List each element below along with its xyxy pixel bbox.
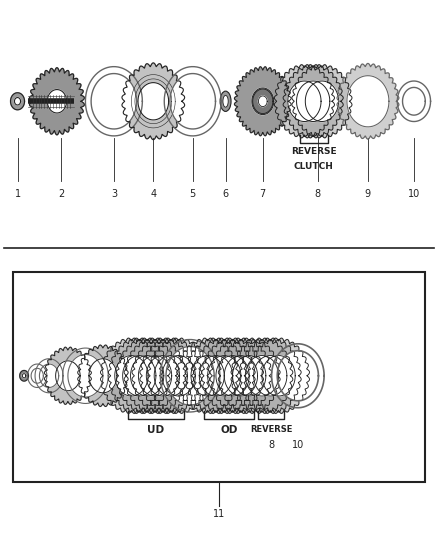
Polygon shape xyxy=(193,338,255,414)
Polygon shape xyxy=(403,87,425,115)
Polygon shape xyxy=(148,338,210,414)
Text: OD: OD xyxy=(221,425,238,435)
Polygon shape xyxy=(253,89,273,114)
Text: CLUTCH: CLUTCH xyxy=(294,162,334,171)
Text: UD: UD xyxy=(147,425,165,435)
Polygon shape xyxy=(216,356,249,396)
Text: 8: 8 xyxy=(268,440,274,450)
Polygon shape xyxy=(14,98,21,105)
Polygon shape xyxy=(210,338,272,414)
Polygon shape xyxy=(91,74,137,129)
Polygon shape xyxy=(233,356,266,396)
Polygon shape xyxy=(154,356,187,396)
Text: 5: 5 xyxy=(190,189,196,199)
Polygon shape xyxy=(108,338,170,414)
Polygon shape xyxy=(89,359,117,393)
Text: 7: 7 xyxy=(260,189,266,199)
Polygon shape xyxy=(115,356,148,396)
Polygon shape xyxy=(201,338,264,414)
Text: REVERSE: REVERSE xyxy=(291,147,337,156)
Polygon shape xyxy=(170,74,215,129)
Text: 9: 9 xyxy=(365,189,371,199)
Polygon shape xyxy=(11,93,25,110)
Text: 3: 3 xyxy=(111,189,117,199)
Polygon shape xyxy=(208,356,241,396)
Polygon shape xyxy=(122,63,185,140)
Polygon shape xyxy=(191,356,224,396)
Ellipse shape xyxy=(223,95,228,107)
Polygon shape xyxy=(234,67,291,136)
Text: 10: 10 xyxy=(408,189,420,199)
Polygon shape xyxy=(47,90,67,113)
Polygon shape xyxy=(138,356,172,396)
Polygon shape xyxy=(288,81,321,122)
Text: 11: 11 xyxy=(213,509,225,519)
Polygon shape xyxy=(123,356,156,396)
Text: 2: 2 xyxy=(58,189,64,199)
Text: 10: 10 xyxy=(292,440,304,450)
Polygon shape xyxy=(177,338,239,414)
Polygon shape xyxy=(245,356,279,396)
Polygon shape xyxy=(185,338,247,414)
Polygon shape xyxy=(283,64,343,138)
Text: 1: 1 xyxy=(14,189,21,199)
Text: 8: 8 xyxy=(314,189,321,199)
Bar xyxy=(13,272,425,482)
Polygon shape xyxy=(297,81,330,122)
Polygon shape xyxy=(131,356,164,396)
Polygon shape xyxy=(39,364,59,387)
Text: 6: 6 xyxy=(223,189,229,199)
Polygon shape xyxy=(146,356,180,396)
Polygon shape xyxy=(305,81,339,122)
Polygon shape xyxy=(337,63,399,139)
Text: REVERSE: REVERSE xyxy=(250,425,292,434)
Polygon shape xyxy=(22,374,26,378)
Polygon shape xyxy=(258,96,267,107)
Polygon shape xyxy=(218,338,280,414)
Polygon shape xyxy=(140,338,202,414)
Polygon shape xyxy=(20,370,28,381)
Polygon shape xyxy=(292,64,352,138)
Polygon shape xyxy=(68,354,103,397)
Polygon shape xyxy=(29,68,85,135)
Text: 4: 4 xyxy=(150,189,156,199)
Polygon shape xyxy=(124,338,186,414)
Polygon shape xyxy=(231,338,293,414)
Polygon shape xyxy=(78,345,128,407)
Polygon shape xyxy=(274,64,335,138)
Polygon shape xyxy=(224,356,258,396)
Polygon shape xyxy=(31,368,43,383)
Polygon shape xyxy=(254,356,287,396)
Polygon shape xyxy=(138,83,169,120)
Polygon shape xyxy=(199,356,233,396)
Polygon shape xyxy=(116,338,178,414)
Polygon shape xyxy=(44,347,92,405)
Polygon shape xyxy=(162,356,195,396)
Polygon shape xyxy=(56,361,80,391)
Polygon shape xyxy=(239,338,301,414)
Polygon shape xyxy=(262,356,295,396)
Polygon shape xyxy=(132,338,194,414)
Polygon shape xyxy=(166,346,214,405)
Polygon shape xyxy=(100,338,162,414)
Ellipse shape xyxy=(220,91,231,111)
Polygon shape xyxy=(252,88,274,115)
Polygon shape xyxy=(277,351,318,401)
Polygon shape xyxy=(347,76,389,127)
Polygon shape xyxy=(247,338,310,414)
